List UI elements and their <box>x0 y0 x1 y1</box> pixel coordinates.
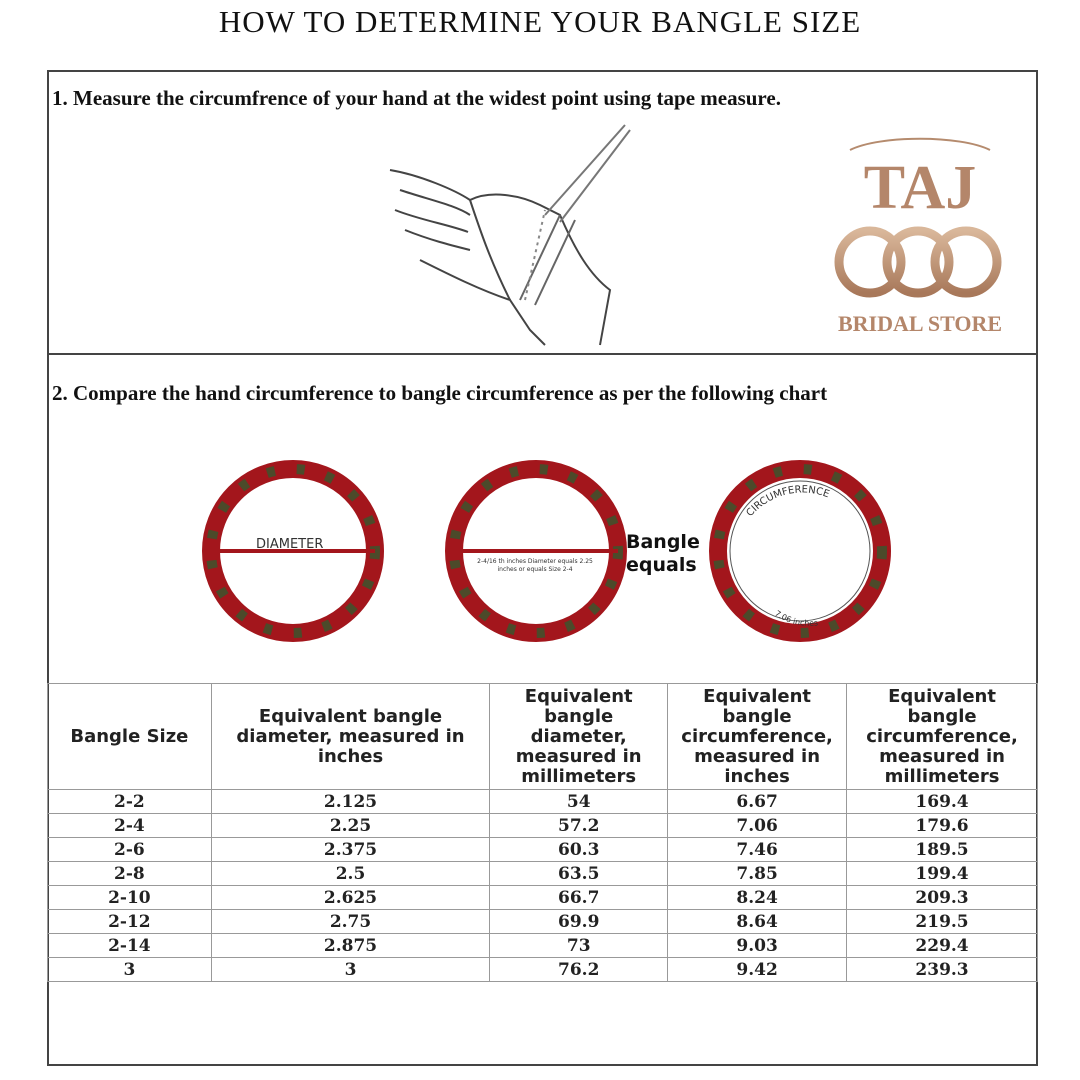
table-row: 2-2 2.125 54 6.67 169.4 <box>47 789 1038 814</box>
table-cell: 189.5 <box>846 837 1038 862</box>
table-cell: 57.2 <box>489 813 669 838</box>
table-cell: 3 <box>47 957 212 982</box>
table-cell: 7.46 <box>667 837 848 862</box>
bangle <box>709 460 891 642</box>
page-title: HOW TO DETERMINE YOUR BANGLE SIZE <box>218 4 862 39</box>
table-row: 2-8 2.5 63.5 7.85 199.4 <box>47 861 1038 886</box>
header-row: Bangle Size Equivalent bangle diameter, m… <box>47 683 1038 790</box>
table-cell: 2-8 <box>47 861 212 886</box>
frame <box>47 70 1038 1066</box>
table-cell: 66.7 <box>489 885 669 910</box>
table-cell: 2-14 <box>47 933 212 958</box>
table-cell: 6.67 <box>667 789 848 814</box>
table-cell: 2-2 <box>47 789 212 814</box>
table-cell: 54 <box>489 789 669 814</box>
table-cell: 2.25 <box>210 813 491 838</box>
table-cell: 73 <box>489 933 669 958</box>
column-header: Equivalent bangle circumference, measure… <box>846 683 1038 790</box>
table-cell: 9.03 <box>667 933 848 958</box>
table-cell: 2-10 <box>47 885 212 910</box>
table-cell: 3 <box>210 957 491 982</box>
table-cell: 2-4 <box>47 813 212 838</box>
table-cell: 7.85 <box>667 861 848 886</box>
bangle <box>445 460 627 642</box>
column-header: Equivalent bangle circumference, measure… <box>667 683 848 790</box>
column-header: Equivalent bangle diameter, measured in … <box>489 683 669 790</box>
table-cell: 7.06 <box>667 813 848 838</box>
table-row: 2-10 2.625 66.7 8.24 209.3 <box>47 885 1038 910</box>
table-cell: 2.125 <box>210 789 491 814</box>
equals-label: Bangle equals <box>626 531 700 576</box>
table-cell: 8.24 <box>667 885 848 910</box>
table-cell: 2.875 <box>210 933 491 958</box>
table-cell: 2.5 <box>210 861 491 886</box>
table-cell: 76.2 <box>489 957 669 982</box>
table-row: 2-14 2.875 73 9.03 229.4 <box>47 933 1038 958</box>
table-row: 2-4 2.25 57.2 7.06 179.6 <box>47 813 1038 838</box>
table-cell: 219.5 <box>846 909 1038 934</box>
table-cell: 2-6 <box>47 837 212 862</box>
table-cell: 179.6 <box>846 813 1038 838</box>
table-row: 2-6 2.375 60.3 7.46 189.5 <box>47 837 1038 862</box>
logo-ornament <box>849 137 991 151</box>
table-cell: 229.4 <box>846 933 1038 958</box>
table-row: 3 3 76.2 9.42 239.3 <box>47 957 1038 982</box>
table-row: 2-12 2.75 69.9 8.64 219.5 <box>47 909 1038 934</box>
step-text: 2. Compare the hand circumference to ban… <box>52 381 828 405</box>
table-cell: 2.375 <box>210 837 491 862</box>
table-cell: 169.4 <box>846 789 1038 814</box>
table-cell: 209.3 <box>846 885 1038 910</box>
step-text: 1. Measure the circumfrence of your hand… <box>52 86 781 110</box>
logo-subtitle: BRIDAL STORE <box>838 311 1002 336</box>
column-header: Bangle Size <box>47 683 212 790</box>
table-cell: 199.4 <box>846 861 1038 886</box>
table-cell: 239.3 <box>846 957 1038 982</box>
table-cell: 60.3 <box>489 837 669 862</box>
logo-name: TAJ <box>864 154 977 222</box>
example-note: 2-4/16 th inches Diameter equals 2.25 in… <box>477 558 593 573</box>
column-header: Equivalent bangle diameter, measured in … <box>210 683 491 790</box>
logo-rings <box>834 226 1002 298</box>
hand-sketch <box>389 124 631 346</box>
table-cell: 8.64 <box>667 909 848 934</box>
diameter-label: DIAMETER <box>256 537 323 552</box>
divider <box>47 353 1038 355</box>
size-table: Bangle Size Equivalent bangle diameter, m… <box>47 683 1038 982</box>
table-cell: 69.9 <box>489 909 669 934</box>
table-cell: 2.625 <box>210 885 491 910</box>
table-body: 2-2 2.125 54 6.67 169.4 2-4 2.25 57.2 7.06 179.6 2… <box>47 789 1038 982</box>
bangle <box>202 460 384 642</box>
table-cell: 2-12 <box>47 909 212 934</box>
table-cell: 9.42 <box>667 957 848 982</box>
table-cell: 2.75 <box>210 909 491 934</box>
table-cell: 63.5 <box>489 861 669 886</box>
